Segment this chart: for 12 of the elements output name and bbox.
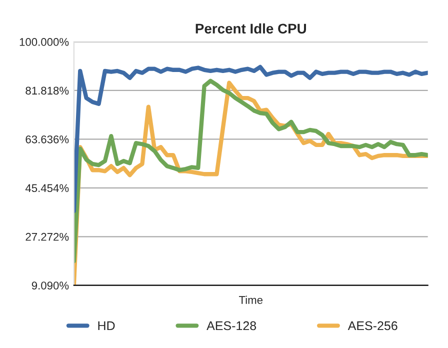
legend-label: AES-256 — [348, 321, 398, 330]
line-series — [74, 64, 428, 214]
y-tick-label: 9.090% — [32, 282, 69, 290]
chart-title: Percent Idle CPU — [196, 23, 306, 34]
legend-label: AES-128 — [206, 321, 256, 330]
y-tick-label: 63.636% — [26, 135, 69, 144]
y-tick-label: 27.272% — [26, 232, 69, 241]
x-axis-title: Time — [238, 296, 263, 304]
y-tick-label: 100.000% — [20, 38, 69, 46]
legend-label: HD — [98, 321, 115, 330]
y-tick-label: 81.818% — [26, 86, 69, 95]
y-tick-label: 45.454% — [25, 184, 69, 192]
